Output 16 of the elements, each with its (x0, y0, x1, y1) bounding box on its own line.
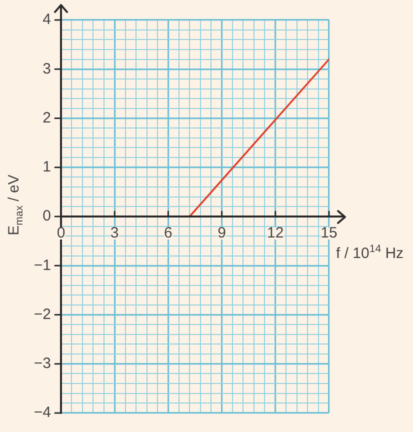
y-tick-label: −3 (34, 355, 51, 372)
y-tick-label: −4 (34, 404, 51, 422)
x-tick-label: 15 (320, 224, 338, 242)
y-tick-label: −1 (34, 256, 51, 274)
y-tick-label: −2 (34, 306, 51, 323)
y-tick-label: 0 (42, 208, 51, 225)
x-tick-label: 9 (218, 224, 226, 242)
x-tick-label: 3 (110, 224, 119, 242)
x-axis-title: f / 10$^{14}$ Hz (336, 242, 404, 262)
y-tick-label: 4 (42, 11, 51, 28)
x-tick-label: 12 (267, 224, 284, 242)
y-tick-label: 3 (42, 60, 51, 78)
x-tick-label: 0 (56, 224, 66, 242)
y-tick-label: 2 (42, 109, 51, 126)
y-tick-label: 1 (42, 158, 51, 176)
x-tick-label: 6 (164, 224, 172, 242)
